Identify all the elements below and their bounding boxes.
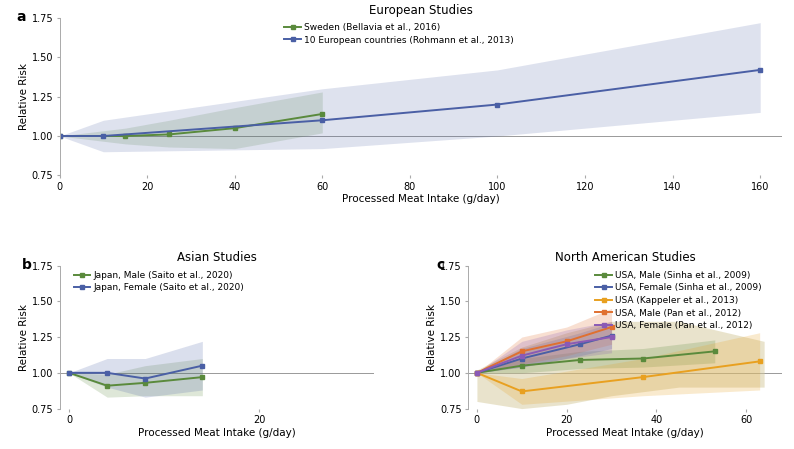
Legend: USA, Male (Sinha et al., 2009), USA, Female (Sinha et al., 2009), USA (Kappeler : USA, Male (Sinha et al., 2009), USA, Fem… xyxy=(592,267,765,334)
Japan, Female (Saito et al., 2020) xyxy=(141,376,150,381)
Japan, Female (Saito et al., 2020) xyxy=(198,363,207,368)
X-axis label: Processed Meat Intake (g/day): Processed Meat Intake (g/day) xyxy=(137,427,295,438)
Y-axis label: Relative Risk: Relative Risk xyxy=(427,304,437,370)
Y-axis label: Relative Risk: Relative Risk xyxy=(19,304,29,370)
X-axis label: Processed Meat Intake (g/day): Processed Meat Intake (g/day) xyxy=(546,427,704,438)
Text: a: a xyxy=(16,10,25,24)
USA, Male (Sinha et al., 2009) xyxy=(710,349,719,354)
X-axis label: Processed Meat Intake (g/day): Processed Meat Intake (g/day) xyxy=(342,194,499,204)
USA, Female (Sinha et al., 2009) xyxy=(576,342,585,347)
Sweden (Bellavia et al., 2016) xyxy=(164,132,174,137)
Title: Asian Studies: Asian Studies xyxy=(177,251,256,264)
Legend: Sweden (Bellavia et al., 2016), 10 European countries (Rohmann et al., 2013): Sweden (Bellavia et al., 2016), 10 Europ… xyxy=(281,19,518,48)
Legend: Japan, Male (Saito et al., 2020), Japan, Female (Saito et al., 2020): Japan, Male (Saito et al., 2020), Japan,… xyxy=(71,267,249,296)
Line: USA, Male (Pan et al., 2012): USA, Male (Pan et al., 2012) xyxy=(475,325,614,375)
Line: Japan, Female (Saito et al., 2020): Japan, Female (Saito et al., 2020) xyxy=(67,363,205,381)
USA, Male (Sinha et al., 2009) xyxy=(472,370,482,375)
USA, Male (Sinha et al., 2009) xyxy=(576,357,585,363)
Sweden (Bellavia et al., 2016) xyxy=(230,125,240,131)
USA, Female (Pan et al., 2012) xyxy=(607,335,616,340)
USA, Female (Sinha et al., 2009) xyxy=(472,370,482,375)
USA, Male (Pan et al., 2012) xyxy=(517,349,526,354)
Y-axis label: Relative Risk: Relative Risk xyxy=(19,63,29,130)
USA, Female (Sinha et al., 2009) xyxy=(517,356,526,361)
10 European countries (Rohmann et al., 2013) xyxy=(755,67,765,73)
Text: c: c xyxy=(437,258,445,273)
Sweden (Bellavia et al., 2016) xyxy=(55,133,64,139)
Line: Japan, Male (Saito et al., 2020): Japan, Male (Saito et al., 2020) xyxy=(67,370,205,388)
Japan, Male (Saito et al., 2020) xyxy=(141,380,150,386)
Text: b: b xyxy=(22,258,32,273)
USA, Male (Sinha et al., 2009) xyxy=(517,363,526,368)
USA (Kappeler et al., 2013) xyxy=(638,374,648,380)
Line: 10 European countries (Rohmann et al., 2013): 10 European countries (Rohmann et al., 2… xyxy=(57,67,762,138)
Sweden (Bellavia et al., 2016) xyxy=(318,111,327,117)
USA, Female (Pan et al., 2012) xyxy=(472,370,482,375)
Title: European Studies: European Studies xyxy=(369,4,472,17)
USA, Female (Pan et al., 2012) xyxy=(562,342,572,347)
Line: USA, Female (Pan et al., 2012): USA, Female (Pan et al., 2012) xyxy=(475,335,614,375)
Sweden (Bellavia et al., 2016) xyxy=(121,133,130,139)
USA, Male (Pan et al., 2012) xyxy=(607,324,616,330)
Line: USA, Male (Sinha et al., 2009): USA, Male (Sinha et al., 2009) xyxy=(475,349,717,375)
USA, Female (Sinha et al., 2009) xyxy=(607,333,616,338)
Japan, Male (Saito et al., 2020) xyxy=(64,370,74,375)
USA, Male (Pan et al., 2012) xyxy=(472,370,482,375)
10 European countries (Rohmann et al., 2013) xyxy=(98,133,108,139)
Japan, Female (Saito et al., 2020) xyxy=(102,370,112,375)
Line: USA (Kappeler et al., 2013): USA (Kappeler et al., 2013) xyxy=(475,359,762,394)
10 European countries (Rohmann et al., 2013) xyxy=(318,118,327,123)
USA (Kappeler et al., 2013) xyxy=(517,389,526,394)
USA, Female (Pan et al., 2012) xyxy=(517,353,526,358)
USA (Kappeler et al., 2013) xyxy=(755,359,765,364)
Title: North American Studies: North American Studies xyxy=(555,251,696,264)
USA (Kappeler et al., 2013) xyxy=(472,370,482,375)
USA, Male (Pan et al., 2012) xyxy=(562,339,572,344)
Line: Sweden (Bellavia et al., 2016): Sweden (Bellavia et al., 2016) xyxy=(57,111,325,138)
USA, Male (Sinha et al., 2009) xyxy=(638,356,648,361)
Line: USA, Female (Sinha et al., 2009): USA, Female (Sinha et al., 2009) xyxy=(475,333,614,375)
Japan, Male (Saito et al., 2020) xyxy=(102,383,112,388)
10 European countries (Rohmann et al., 2013) xyxy=(55,133,64,139)
Japan, Male (Saito et al., 2020) xyxy=(198,374,207,380)
Japan, Female (Saito et al., 2020) xyxy=(64,370,74,375)
10 European countries (Rohmann et al., 2013) xyxy=(493,102,503,107)
